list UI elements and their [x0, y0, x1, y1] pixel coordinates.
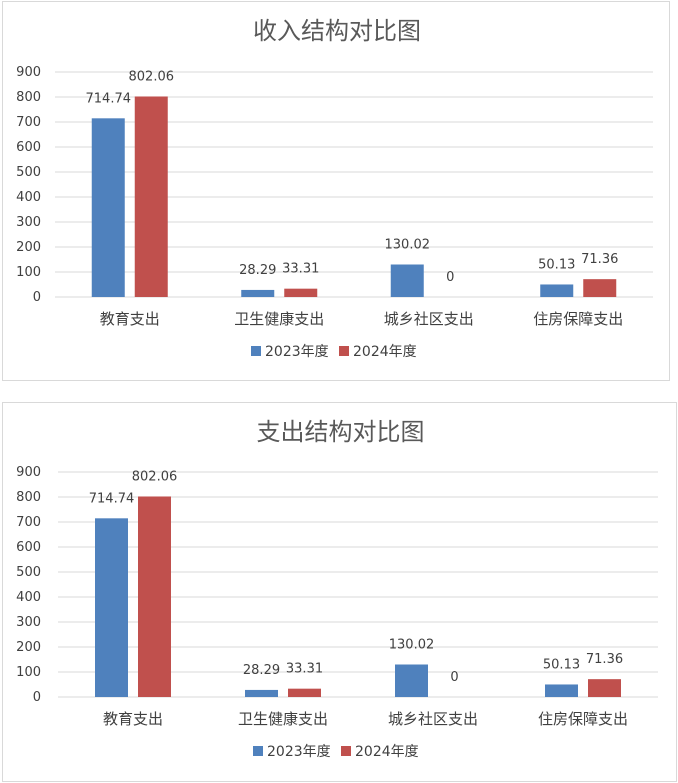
data-label: 33.31 [286, 662, 323, 677]
income-chart: 收入结构对比图 0 100 200 300 400 500 600 700 800 900 714.7… [16, 17, 653, 360]
bar [245, 689, 278, 697]
y-tick-label: 400 [16, 590, 41, 605]
data-label: 28.29 [239, 263, 276, 278]
x-tick-label: 城乡社区支出 [384, 310, 474, 328]
bar [91, 118, 125, 297]
income-chart-panel: 收入结构对比图 0 100 200 300 400 500 600 700 800 900 714.7… [2, 1, 670, 381]
x-tick-label: 卫生健康支出 [238, 710, 328, 728]
data-label: 0 [450, 670, 458, 685]
data-label: 714.74 [86, 91, 132, 106]
data-label: 71.36 [581, 252, 618, 267]
y-tick-label: 0 [33, 690, 41, 705]
x-tick-label: 住房保障支出 [538, 710, 628, 728]
bar [588, 679, 621, 697]
bar [134, 96, 168, 297]
data-label: 50.13 [543, 657, 580, 672]
legend-swatch [251, 346, 261, 356]
chart-title: 收入结构对比图 [253, 17, 421, 45]
y-tick-label: 500 [16, 565, 41, 580]
bar [138, 496, 171, 697]
legend-label: 2023年度 [265, 344, 329, 360]
legend-label: 2023年度 [267, 744, 331, 760]
legend-swatch [341, 746, 351, 756]
data-label: 130.02 [385, 237, 431, 252]
data-label: 714.74 [89, 491, 135, 506]
data-label: 130.02 [389, 637, 435, 652]
y-tick-label: 100 [16, 265, 41, 280]
bar [95, 518, 128, 697]
chart-title: 支出结构对比图 [257, 418, 425, 446]
y-tick-label: 800 [16, 90, 41, 105]
bar [284, 288, 318, 297]
legend-label: 2024年度 [355, 744, 419, 760]
bar [390, 264, 424, 297]
expense-chart: 支出结构对比图 0 100 200 300 400 500 600 700 800 900 714.7… [16, 418, 658, 760]
legend-swatch [253, 746, 263, 756]
y-tick-label: 500 [16, 165, 41, 180]
data-label: 33.31 [282, 262, 319, 277]
y-tick-label: 700 [16, 515, 41, 530]
x-tick-label: 教育支出 [103, 710, 163, 728]
y-tick-label: 600 [16, 140, 41, 155]
x-tick-label: 教育支出 [100, 310, 160, 328]
bar [545, 684, 578, 697]
y-tick-label: 400 [16, 190, 41, 205]
y-tick-label: 300 [16, 615, 41, 630]
bar [241, 289, 275, 297]
legend-label: 2024年度 [353, 344, 417, 360]
bar [395, 664, 428, 697]
y-tick-label: 700 [16, 115, 41, 130]
y-tick-label: 0 [33, 290, 41, 305]
y-tick-label: 900 [16, 65, 41, 80]
bar [540, 284, 574, 297]
x-tick-label: 卫生健康支出 [234, 310, 324, 328]
data-label: 28.29 [243, 663, 280, 678]
data-label: 50.13 [538, 257, 575, 272]
data-label: 802.06 [129, 69, 175, 84]
expense-chart-panel: 支出结构对比图 0 100 200 300 400 500 600 700 800 900 714.7… [2, 402, 677, 782]
y-tick-label: 300 [16, 215, 41, 230]
x-tick-label: 城乡社区支出 [388, 710, 478, 728]
y-tick-label: 200 [16, 640, 41, 655]
bar [288, 688, 321, 697]
y-tick-label: 600 [16, 540, 41, 555]
legend-swatch [339, 346, 349, 356]
data-label: 802.06 [132, 469, 178, 484]
y-tick-label: 200 [16, 240, 41, 255]
y-tick-label: 900 [16, 465, 41, 480]
x-tick-label: 住房保障支出 [533, 310, 623, 328]
y-tick-label: 100 [16, 665, 41, 680]
y-tick-label: 800 [16, 490, 41, 505]
bar [583, 279, 617, 297]
data-label: 71.36 [586, 652, 623, 667]
data-label: 0 [446, 270, 454, 285]
